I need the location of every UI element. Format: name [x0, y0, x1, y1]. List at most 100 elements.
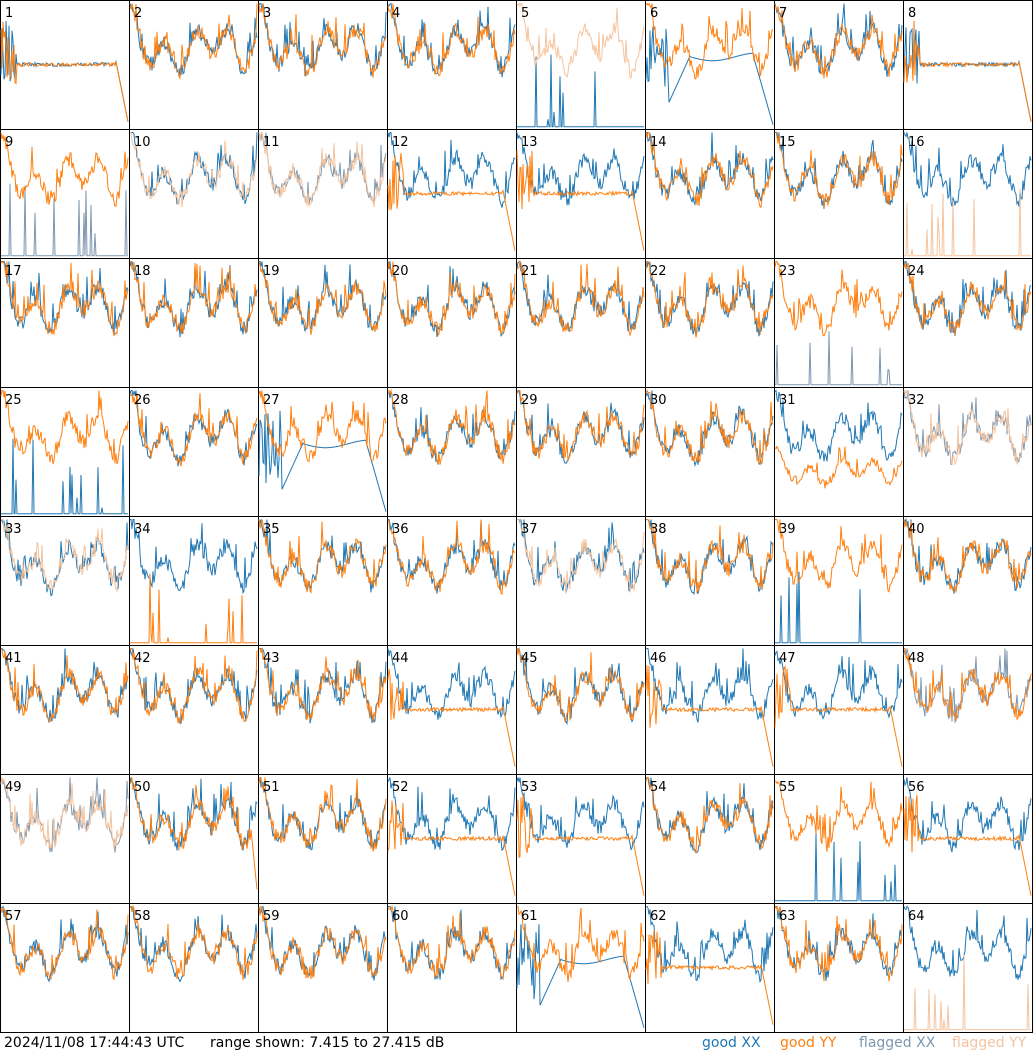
panel-label: 12: [392, 135, 409, 150]
yy-trace: [774, 905, 903, 982]
panel-57: 57: [0, 903, 130, 1033]
panel-label: 51: [263, 780, 280, 795]
panel-14: 14: [645, 129, 775, 259]
xx-trace: [258, 410, 387, 512]
yy-trace: [1, 519, 129, 593]
xx-trace: [516, 647, 645, 726]
panel-41: 41: [0, 645, 130, 775]
xx-trace: [1, 438, 128, 515]
yy-trace: [774, 261, 903, 337]
panel-33: 33: [0, 516, 130, 646]
yy-trace: [645, 2, 774, 80]
yy-trace: [904, 648, 1032, 722]
yy-trace: [645, 665, 774, 767]
panel-19: 19: [258, 258, 388, 388]
panel-7: 7: [774, 0, 904, 130]
yy-trace: [258, 132, 387, 207]
xx-trace: [775, 571, 902, 644]
panel-label: 56: [908, 780, 925, 795]
panel-35: 35: [258, 516, 388, 646]
panel-50: 50: [129, 774, 259, 904]
xx-trace: [516, 923, 645, 1028]
panel-label: 20: [392, 264, 409, 279]
xx-trace: [129, 3, 258, 77]
panel-55: 55: [774, 774, 904, 904]
yy-trace: [903, 20, 1032, 122]
panel-27: 27: [258, 387, 388, 517]
panel-13: 13: [516, 129, 646, 259]
xx-trace: [775, 331, 902, 386]
yy-trace: [129, 392, 258, 467]
panel-32: 32: [903, 387, 1033, 517]
xx-trace: [903, 777, 1032, 853]
yy-trace: [903, 794, 1032, 896]
yy-trace: [517, 518, 645, 594]
xx-trace: [130, 519, 258, 595]
xx-trace: [903, 132, 1032, 207]
panel-label: 54: [650, 780, 667, 795]
panel-42: 42: [129, 645, 259, 775]
yy-trace: [903, 262, 1032, 336]
panel-label: 63: [779, 909, 796, 924]
panel-10: 10: [129, 129, 259, 259]
yy-trace: [129, 777, 258, 890]
panel-label: 11: [263, 135, 280, 150]
xx-trace: [516, 777, 645, 851]
panel-37: 37: [516, 516, 646, 646]
panel-40: 40: [903, 516, 1033, 646]
yy-trace: [387, 904, 516, 981]
panel-label: 8: [908, 6, 916, 21]
panel-label: 13: [521, 135, 538, 150]
yy-trace: [645, 930, 774, 1025]
xx-trace: [0, 21, 129, 122]
panel-58: 58: [129, 903, 259, 1033]
panel-17: 17: [0, 258, 130, 388]
yy-trace: [903, 389, 1032, 466]
panel-label: 17: [5, 264, 22, 279]
yy-trace: [258, 519, 387, 594]
yy-trace: [775, 519, 903, 593]
panel-46: 46: [645, 645, 775, 775]
panel-64: 64: [903, 903, 1033, 1033]
legend-good-yy: good YY: [780, 1035, 837, 1051]
yy-trace: [0, 21, 129, 122]
yy-trace: [259, 648, 387, 722]
panel-label: 48: [908, 651, 925, 666]
panel-34: 34: [129, 516, 259, 646]
yy-trace: [516, 390, 645, 462]
yy-trace: [129, 132, 258, 208]
yy-trace: [258, 777, 387, 853]
panel-label: 16: [908, 135, 925, 150]
panel-label: 9: [5, 135, 13, 150]
panel-label: 37: [521, 522, 538, 537]
panel-label: 33: [5, 522, 22, 537]
panel-label: 39: [779, 522, 796, 537]
panel-61: 61: [516, 903, 646, 1033]
panel-label: 62: [650, 909, 667, 924]
panel-label: 52: [392, 780, 409, 795]
xx-trace: [388, 906, 516, 981]
timestamp: 2024/11/08 17:44:43 UTC: [4, 1035, 185, 1051]
panel-49: 49: [0, 774, 130, 904]
panel-23: 23: [774, 258, 904, 388]
panel-label: 34: [134, 522, 151, 537]
yy-trace: [517, 906, 645, 982]
yy-trace: [774, 3, 903, 79]
panel-51: 51: [258, 774, 388, 904]
panel-label: 47: [779, 651, 796, 666]
panel-label: 27: [263, 393, 280, 408]
yy-trace: [646, 519, 774, 594]
yy-trace: [645, 132, 774, 209]
panel-label: 61: [521, 909, 538, 924]
yy-trace: [0, 390, 129, 465]
panel-label: 15: [779, 135, 796, 150]
panel-11: 11: [258, 129, 388, 259]
panel-label: 4: [392, 6, 400, 21]
xx-trace: [774, 650, 903, 720]
panel-44: 44: [387, 645, 517, 775]
panel-43: 43: [258, 645, 388, 775]
panel-label: 50: [134, 780, 151, 795]
panel-label: 41: [5, 651, 22, 666]
yy-trace: [903, 519, 1032, 593]
